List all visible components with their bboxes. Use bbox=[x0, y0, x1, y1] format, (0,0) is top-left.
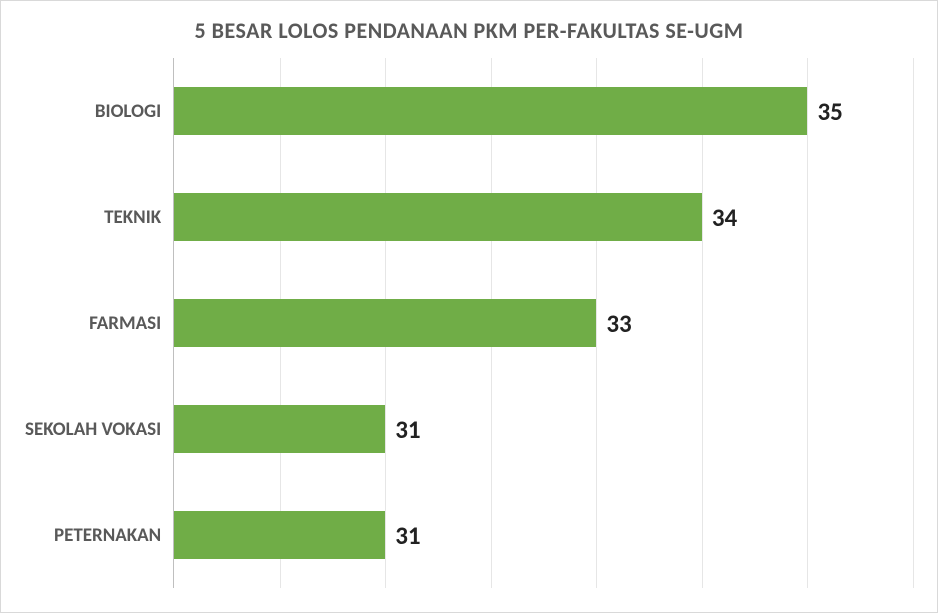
bar-value-label: 34 bbox=[712, 202, 737, 233]
bar-value-label: 31 bbox=[395, 414, 420, 445]
chart-container: 5 BESAR LOLOS PENDANAAN PKM PER-FAKULTAS… bbox=[0, 0, 938, 613]
y-axis-label: BIOLOGI bbox=[25, 100, 173, 123]
bar-row: 33 bbox=[174, 270, 913, 376]
bar-value-label: 35 bbox=[817, 96, 842, 127]
y-axis-label: SEKOLAH VOKASI bbox=[25, 418, 173, 441]
bar bbox=[174, 511, 385, 560]
bar-row: 31 bbox=[174, 482, 913, 588]
bar bbox=[174, 405, 385, 454]
bar-row: 31 bbox=[174, 376, 913, 482]
bar bbox=[174, 87, 807, 136]
bar bbox=[174, 299, 596, 348]
y-axis-label: TEKNIK bbox=[25, 206, 173, 229]
y-axis-label: PETERNAKAN bbox=[25, 524, 173, 547]
chart-title: 5 BESAR LOLOS PENDANAAN PKM PER-FAKULTAS… bbox=[25, 17, 913, 44]
bar-row: 34 bbox=[174, 164, 913, 270]
bar bbox=[174, 193, 702, 242]
gridline bbox=[913, 58, 914, 588]
bar-value-label: 31 bbox=[395, 520, 420, 551]
plot-area: 35 34 33 31 31 bbox=[173, 58, 913, 588]
bar-value-label: 33 bbox=[606, 308, 631, 339]
y-axis-label: FARMASI bbox=[25, 312, 173, 335]
y-axis-labels: BIOLOGI TEKNIK FARMASI SEKOLAH VOKASI PE… bbox=[25, 58, 173, 588]
plot-wrap: BIOLOGI TEKNIK FARMASI SEKOLAH VOKASI PE… bbox=[25, 58, 913, 588]
bar-row: 35 bbox=[174, 58, 913, 164]
